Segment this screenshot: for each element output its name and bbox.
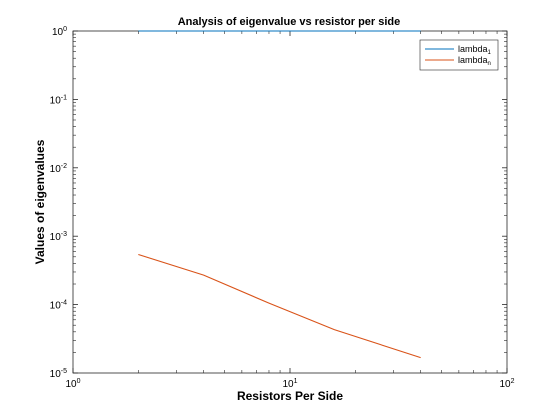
y-tick-label: 10-3 bbox=[50, 231, 67, 243]
y-tick-label: 100 bbox=[52, 26, 67, 38]
legend-label: lambdan bbox=[458, 55, 491, 67]
y-tick-label: 10-4 bbox=[50, 300, 67, 312]
y-tick-label: 10-5 bbox=[50, 368, 67, 380]
y-tick-label: 10-1 bbox=[50, 94, 67, 106]
y-axis-label: Values of eigenvalues bbox=[33, 139, 47, 264]
x-tick-label: 101 bbox=[282, 378, 297, 390]
x-tick-label: 100 bbox=[65, 378, 80, 390]
legend-box bbox=[419, 39, 499, 71]
plot-area bbox=[72, 30, 508, 374]
chart-title: Analysis of eigenvalue vs resistor per s… bbox=[178, 16, 401, 28]
legend-label: lambda1 bbox=[458, 44, 492, 56]
x-axis-label: Resistors Per Side bbox=[237, 389, 343, 403]
series-line-lambda-n bbox=[138, 253, 421, 359]
x-tick-label: 102 bbox=[499, 378, 514, 390]
data-series bbox=[138, 30, 421, 359]
axis-ticks: 100 101 102 100 10-1 10-2 10-3 10-4 10-5 bbox=[50, 26, 515, 390]
y-tick-label: 10-2 bbox=[50, 163, 67, 175]
